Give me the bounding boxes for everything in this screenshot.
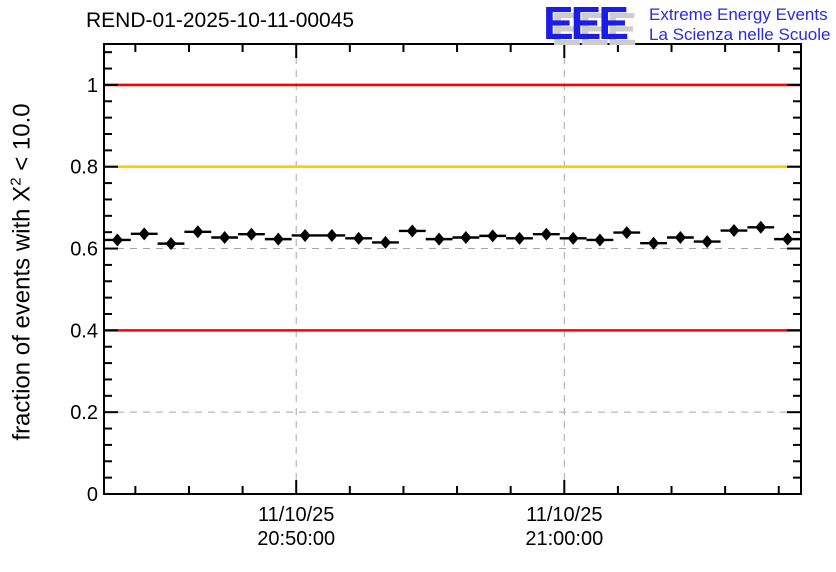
y-axis-title-base: fraction of events with X <box>8 185 36 441</box>
data-point <box>648 236 660 250</box>
eee-logo-line1: Extreme Energy Events <box>649 5 828 24</box>
data-point <box>487 229 499 243</box>
data-point <box>755 220 767 234</box>
y-axis-title-rest: < 10.0 <box>8 103 36 178</box>
data-point <box>728 224 740 238</box>
y-axis-title-sup: 2 <box>7 177 25 186</box>
eee-logo-acronym-text: EEE <box>543 0 629 49</box>
data-point <box>567 231 579 245</box>
data-point <box>594 233 606 247</box>
data-point <box>245 227 257 241</box>
x-tick-label-date: 11/10/25 <box>526 504 602 526</box>
x-tick-label-time: 20:50:00 <box>257 528 335 550</box>
data-point <box>433 232 445 246</box>
data-point <box>674 231 686 244</box>
data-point <box>353 231 365 245</box>
data-point <box>460 231 472 244</box>
y-tick-label: 0 <box>87 484 98 506</box>
plot-frame <box>103 43 802 495</box>
data-point <box>299 228 311 242</box>
y-tick-label: 1 <box>87 75 98 97</box>
y-tick-label: 0.4 <box>70 320 98 342</box>
data-point <box>621 226 633 240</box>
data-point <box>192 225 204 239</box>
eee-logo-line2: La Scienza nelle Scuole <box>649 25 831 44</box>
data-point <box>272 232 284 246</box>
data-point <box>379 235 391 249</box>
data-point <box>782 232 794 246</box>
x-tick-label-time: 21:00:00 <box>525 528 603 550</box>
data-point <box>111 233 123 247</box>
x-tick-label-date: 11/10/25 <box>258 504 334 526</box>
data-point <box>701 235 713 249</box>
chart-title: REND-01-2025-10-11-00045 <box>86 9 355 32</box>
eee-logo-text: Extreme Energy Events La Scienza nelle S… <box>649 5 830 45</box>
data-point <box>326 228 338 242</box>
data-point <box>406 224 418 238</box>
data-point <box>138 227 150 241</box>
eee-logo-acronym: EEE EEE <box>543 0 645 55</box>
data-point <box>219 231 231 244</box>
data-point <box>540 227 552 241</box>
eee-logo: EEE EEE Extreme Energy Events La Scienza… <box>543 0 833 55</box>
data-point <box>514 231 526 245</box>
eee-logo-acronym-shadow: EEE <box>551 3 637 55</box>
data-point <box>165 237 177 251</box>
y-tick-label: 0.2 <box>70 402 98 424</box>
y-tick-label: 0.6 <box>70 239 98 261</box>
y-tick-label: 0.8 <box>70 157 98 179</box>
